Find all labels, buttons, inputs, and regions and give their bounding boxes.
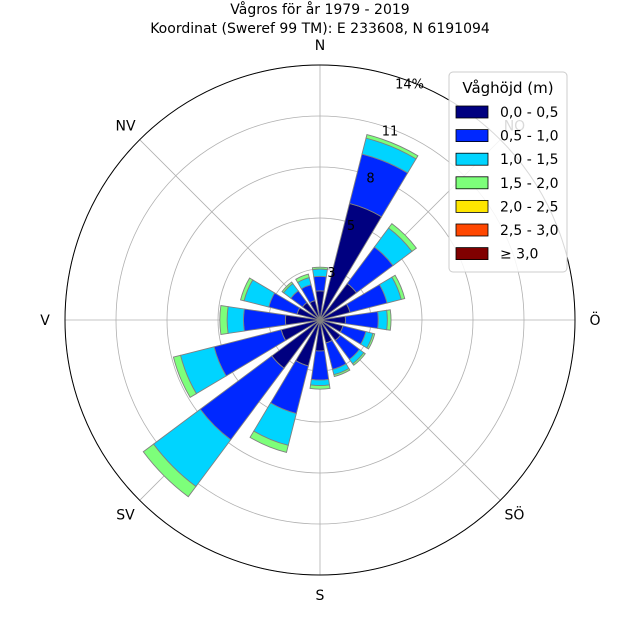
rose-bar-segment	[352, 352, 366, 366]
legend-swatch	[455, 247, 489, 261]
rose-bar-segment	[311, 266, 329, 271]
rose-bars	[142, 134, 419, 498]
rose-bar-segment	[249, 430, 289, 453]
radial-grid-circle	[217, 217, 423, 423]
rose-bar-segment	[239, 277, 254, 302]
rose-bar-segment	[377, 309, 388, 331]
rose-bar-segment	[333, 367, 351, 378]
legend-swatch	[455, 129, 489, 143]
direction-label: SV	[116, 507, 135, 523]
chart-title: Vågros för år 1979 - 2019	[230, 1, 409, 18]
rose-bar-segment	[142, 443, 197, 498]
radial-tick-label: 5	[347, 219, 355, 234]
direction-label: SÖ	[505, 505, 525, 523]
rose-bar-segment	[313, 275, 327, 292]
legend-label: 2,5 - 3,0	[500, 223, 558, 239]
direction-label: S	[316, 588, 325, 604]
chart-subtitle: Koordinat (Sweref 99 TM): E 233608, N 61…	[150, 21, 490, 37]
rose-bar-segment	[386, 309, 392, 331]
legend: Våghöjd (m) 0,0 - 0,5 0,5 - 1,0 1,0 - 1,5 1…	[448, 71, 568, 273]
radial-grid-circle	[115, 115, 525, 525]
legend-title: Våghöjd (m)	[462, 79, 553, 97]
legend-swatch	[455, 105, 489, 119]
radial-grid-circle	[166, 166, 474, 474]
legend-label: ≥ 3,0	[500, 247, 538, 263]
radial-tick-label: 8	[366, 172, 374, 187]
legend-swatch	[455, 223, 489, 237]
legend-label: 2,0 - 2,5	[500, 199, 558, 215]
rose-bar-segment	[309, 384, 331, 390]
direction-label: Ö	[589, 311, 600, 329]
radial-tick-labels: 3 5 8 11 14%	[327, 77, 424, 280]
rose-bar-segment	[391, 274, 406, 300]
rose-bar-segment	[219, 305, 229, 335]
rose-bar-segment	[312, 268, 328, 278]
rose-bar-segment	[281, 281, 294, 294]
legend-swatch	[455, 199, 489, 213]
legend-swatch	[455, 176, 489, 190]
rose-bar-segment	[365, 134, 419, 160]
radial-tick-label: 11	[382, 125, 399, 140]
rose-bar-segment	[387, 222, 418, 253]
polar-frame-outline	[64, 64, 576, 576]
legend-swatch	[455, 152, 489, 166]
rose-bar-segment	[295, 273, 310, 284]
direction-label: V	[40, 313, 50, 329]
direction-label: N	[315, 38, 325, 54]
rose-bar-segment	[310, 378, 330, 387]
rose-bar-segment	[172, 354, 198, 399]
legend-label: 1,0 - 1,5	[500, 152, 558, 168]
radial-tick-label: 14%	[395, 77, 424, 92]
rose-bar-segment	[366, 332, 376, 350]
legend-label: 0,0 - 0,5	[500, 105, 558, 121]
legend-label: 0,5 - 1,0	[500, 129, 558, 145]
legend-box	[448, 71, 568, 273]
legend-label: 1,5 - 2,0	[500, 176, 558, 192]
rose-bar-segment	[226, 306, 245, 334]
direction-label: NV	[116, 119, 136, 135]
radial-tick-label: 3	[327, 266, 335, 281]
